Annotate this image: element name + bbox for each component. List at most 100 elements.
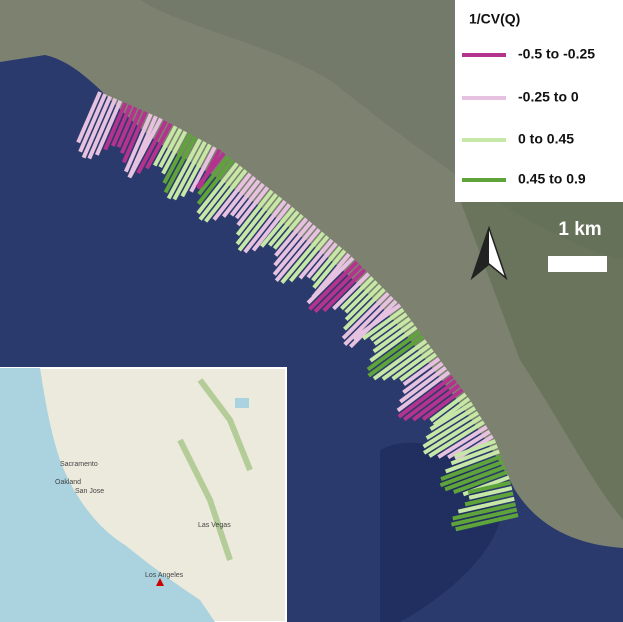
transect — [306, 242, 338, 279]
transect — [196, 162, 239, 215]
transect — [464, 491, 514, 507]
transect — [396, 370, 451, 413]
transect — [237, 196, 283, 252]
transect — [397, 374, 454, 419]
transect — [243, 199, 287, 254]
transect — [412, 383, 461, 422]
transect — [343, 287, 386, 331]
transect — [128, 117, 163, 178]
transect — [437, 425, 488, 459]
legend: 1/CV(Q) -0.5 to -0.25 -0.25 to 0 0 to 0.45… — [455, 0, 623, 202]
transect — [78, 93, 107, 153]
transect — [221, 175, 257, 218]
transect — [163, 135, 197, 194]
transect — [425, 406, 477, 440]
transect — [166, 138, 202, 200]
transect — [273, 220, 313, 267]
transect — [467, 480, 512, 495]
transect — [344, 284, 382, 322]
transect — [468, 486, 513, 500]
transect — [452, 502, 516, 521]
transect — [198, 165, 244, 221]
north-arrow — [470, 225, 508, 281]
transect — [444, 449, 500, 474]
transect — [440, 454, 502, 481]
legend-title: 1/CV(Q) — [469, 11, 520, 27]
transect — [289, 235, 330, 283]
inset-terrain — [177, 378, 253, 561]
transect — [308, 260, 359, 311]
transect — [455, 513, 519, 532]
transect — [421, 388, 464, 421]
transect — [204, 169, 248, 223]
transect — [235, 189, 274, 236]
transect — [399, 352, 438, 382]
transect — [340, 276, 374, 311]
transect — [119, 108, 143, 154]
transect — [341, 291, 390, 340]
transect — [450, 444, 499, 466]
transect — [366, 330, 421, 372]
transect — [95, 100, 123, 156]
transect — [76, 91, 102, 144]
transect — [432, 397, 471, 427]
transect — [457, 496, 515, 514]
transect — [272, 213, 304, 250]
transect — [189, 146, 217, 193]
transect — [197, 155, 230, 196]
transect — [298, 238, 334, 280]
legend-label: 0 to 0.45 — [518, 131, 574, 147]
transect — [362, 307, 405, 341]
transect — [399, 366, 447, 404]
transect — [280, 231, 325, 284]
transect — [152, 125, 178, 167]
transect — [344, 280, 378, 314]
transect — [451, 507, 518, 527]
transect — [236, 186, 270, 227]
place-label: Los Angeles — [145, 572, 184, 579]
inset-ocean — [0, 368, 215, 622]
transect — [268, 210, 300, 247]
transect — [180, 143, 212, 198]
transect — [373, 316, 411, 346]
transect — [103, 102, 128, 151]
transect — [453, 470, 508, 494]
transect — [422, 411, 479, 449]
legend-box — [455, 0, 623, 202]
transect — [145, 122, 173, 170]
transect — [196, 158, 235, 205]
transect — [81, 95, 113, 159]
transect — [322, 268, 367, 313]
transect — [212, 172, 252, 221]
scale-bar — [548, 256, 607, 272]
scale-label: 1 km — [558, 219, 601, 240]
transect — [343, 295, 394, 346]
transects — [76, 91, 519, 532]
transect — [274, 228, 321, 283]
transect — [274, 217, 308, 257]
transect — [136, 120, 168, 174]
transect — [306, 256, 355, 305]
transect — [403, 379, 457, 422]
legend-label: -0.5 to -0.25 — [518, 46, 595, 62]
transect — [369, 312, 408, 342]
transect — [369, 325, 418, 363]
transect — [272, 224, 317, 276]
transect — [422, 415, 482, 455]
legend-label: -0.25 to 0 — [518, 89, 579, 105]
transect — [235, 193, 278, 246]
transect — [372, 321, 415, 354]
transect — [439, 459, 504, 488]
transect — [372, 339, 428, 381]
transect — [311, 245, 343, 282]
transect — [444, 465, 506, 492]
transect — [124, 113, 153, 173]
transect — [251, 203, 291, 252]
transect — [116, 106, 138, 148]
transect — [312, 249, 347, 289]
transect — [453, 439, 497, 459]
transect — [367, 334, 424, 378]
inset-lake — [235, 398, 249, 408]
transect — [121, 111, 148, 164]
